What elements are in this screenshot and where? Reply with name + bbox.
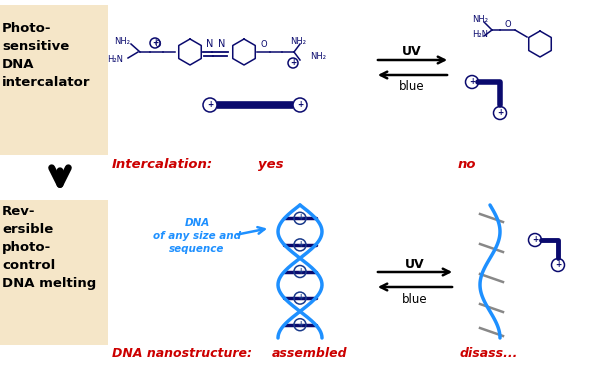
- Text: ersible: ersible: [2, 223, 53, 236]
- Text: +: +: [297, 213, 303, 222]
- Text: +: +: [297, 293, 303, 302]
- Text: +: +: [152, 38, 158, 47]
- Text: H₂N: H₂N: [107, 55, 123, 64]
- Text: intercalator: intercalator: [2, 76, 91, 89]
- Text: O: O: [505, 20, 511, 29]
- Text: Photo-: Photo-: [2, 22, 52, 35]
- Text: N: N: [206, 39, 214, 49]
- Text: NH₂: NH₂: [310, 52, 326, 61]
- Text: DNA melting: DNA melting: [2, 277, 96, 290]
- Text: +: +: [297, 266, 303, 276]
- Text: Rev-: Rev-: [2, 205, 35, 218]
- Text: DNA
of any size and
sequence: DNA of any size and sequence: [153, 218, 241, 254]
- Text: +: +: [297, 240, 303, 249]
- Text: +: +: [290, 58, 296, 67]
- Text: sensitive: sensitive: [2, 40, 69, 53]
- Text: +: +: [297, 100, 303, 109]
- Text: +: +: [532, 235, 538, 244]
- Text: H₂N: H₂N: [472, 30, 488, 39]
- FancyBboxPatch shape: [0, 200, 108, 345]
- Text: no: no: [458, 158, 476, 171]
- Text: +: +: [469, 77, 475, 86]
- Text: O: O: [260, 40, 268, 49]
- Text: UV: UV: [402, 45, 422, 58]
- Text: DNA: DNA: [2, 58, 35, 71]
- Text: disass...: disass...: [460, 347, 518, 360]
- Text: blue: blue: [402, 293, 428, 306]
- Text: UV: UV: [405, 258, 425, 271]
- Text: +: +: [497, 108, 503, 117]
- Text: N: N: [218, 39, 226, 49]
- Text: NH₂: NH₂: [114, 37, 130, 46]
- Text: NH₂: NH₂: [472, 15, 488, 24]
- FancyBboxPatch shape: [0, 5, 108, 155]
- Text: +: +: [297, 320, 303, 329]
- Text: blue: blue: [399, 80, 425, 93]
- Text: control: control: [2, 259, 55, 272]
- Text: yes: yes: [258, 158, 284, 171]
- Text: photo-: photo-: [2, 241, 51, 254]
- Text: Intercalation:: Intercalation:: [112, 158, 213, 171]
- Text: NH₂: NH₂: [290, 37, 306, 46]
- Text: +: +: [207, 100, 213, 109]
- Text: DNA nanostructure:: DNA nanostructure:: [112, 347, 252, 360]
- Text: assembled: assembled: [272, 347, 347, 360]
- Text: O: O: [155, 40, 161, 49]
- Text: +: +: [555, 260, 561, 269]
